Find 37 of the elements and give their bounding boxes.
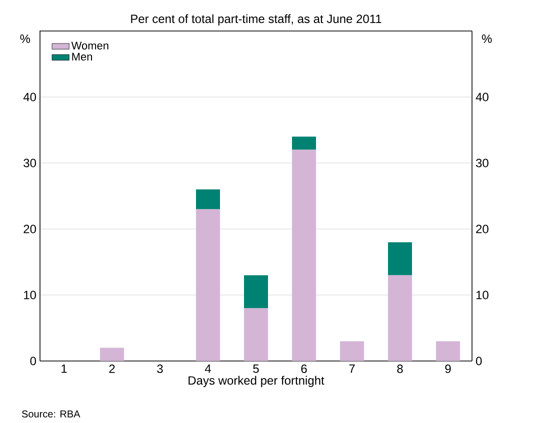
y2-tick-label: 20 (476, 224, 488, 234)
bar (100, 348, 124, 361)
x-tick-label: 6 (301, 364, 307, 374)
bar (388, 275, 412, 361)
y-axis-title: % (20, 34, 30, 43)
bar (244, 308, 268, 361)
y2-tick-label: 0 (476, 356, 482, 366)
x-tick-label: 1 (62, 364, 67, 373)
x-tick-label: 8 (397, 364, 403, 374)
y-tick-label: 0 (30, 356, 36, 366)
y-tick-label: 40 (23, 92, 36, 102)
source-note: Source: RBA (22, 410, 80, 418)
bar (436, 341, 460, 361)
x-tick-label: 9 (445, 364, 451, 374)
x-axis-title: Days worked per fortnight (188, 376, 324, 388)
bar (196, 209, 220, 361)
legend-label: Men (72, 52, 92, 61)
bar (196, 189, 220, 210)
y-tick-label: 30 (24, 158, 36, 168)
bar (388, 242, 412, 276)
y2-tick-label: 30 (476, 158, 488, 168)
chart-title: Per cent of total part-time staff, as at June 2011 (131, 14, 382, 26)
x-tick-label: 5 (253, 364, 259, 373)
y2-tick-label: 40 (476, 92, 488, 102)
bar (244, 275, 268, 308)
x-tick-label: 7 (349, 364, 355, 373)
bar (292, 150, 316, 361)
y2-axis-title: % (482, 34, 492, 43)
x-tick-label: 4 (204, 364, 211, 373)
y-tick-label: 10 (24, 290, 36, 300)
x-tick-label: 3 (157, 364, 163, 374)
bar (340, 341, 364, 361)
bar (292, 136, 316, 150)
y-tick-label: 20 (24, 224, 36, 234)
x-tick-label: 2 (109, 364, 115, 373)
y2-tick-label: 10 (476, 290, 488, 300)
legend-label: Women (71, 42, 108, 50)
